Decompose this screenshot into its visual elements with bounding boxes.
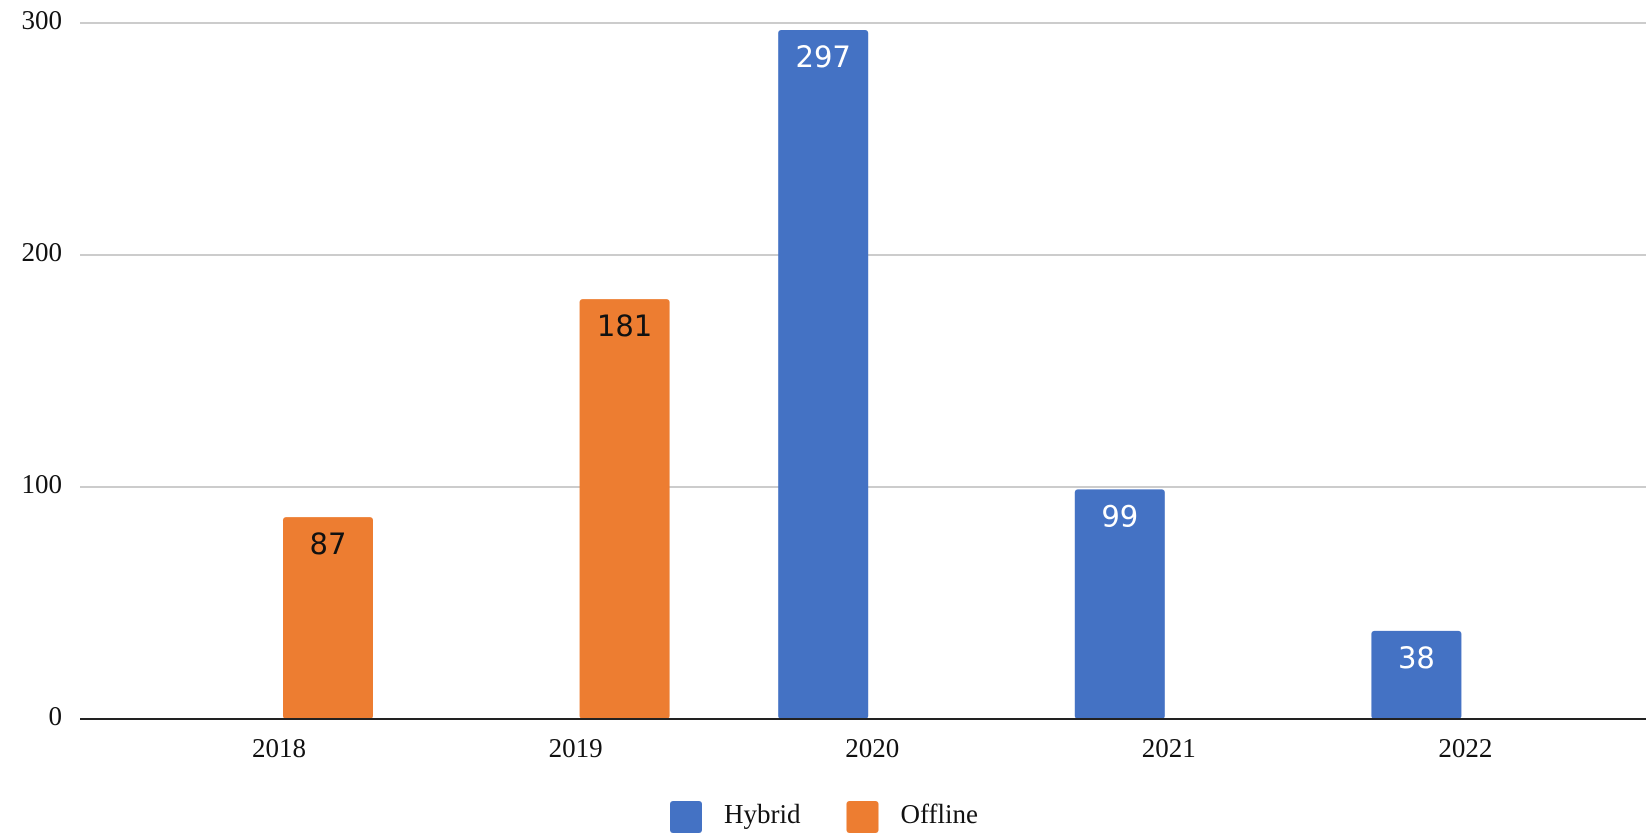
bar (579, 299, 670, 719)
y-tick-label: 200 (22, 237, 63, 267)
legend-swatch (670, 801, 702, 833)
x-tick-label: 2019 (549, 733, 603, 763)
bar (1074, 489, 1165, 719)
y-tick-label: 300 (22, 5, 63, 35)
bar (1371, 630, 1462, 719)
y-tick-label: 0 (49, 701, 63, 731)
x-tick-label: 2022 (1438, 733, 1492, 763)
bar (283, 517, 373, 719)
data-label: 99 (1101, 499, 1138, 533)
x-tick-label: 2020 (845, 733, 899, 763)
data-label: 181 (597, 309, 652, 343)
data-label: 38 (1398, 641, 1435, 675)
legend-swatch (846, 801, 879, 833)
data-label: 297 (796, 40, 851, 74)
x-tick-label: 2021 (1142, 733, 1196, 763)
legend-label: Hybrid (724, 799, 801, 829)
y-tick-label: 100 (22, 469, 63, 499)
x-tick-label: 2018 (252, 733, 306, 763)
bar (778, 29, 869, 719)
legend-label: Offline (901, 799, 978, 829)
data-label: 87 (310, 527, 347, 561)
